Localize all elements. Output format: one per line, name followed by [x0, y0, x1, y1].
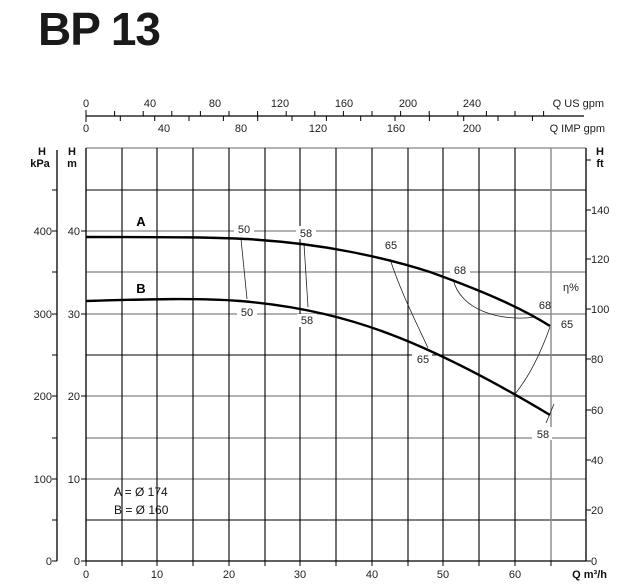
ft-axis-h: H: [596, 146, 604, 158]
eff-label: 68: [539, 300, 551, 312]
eff-58-line: [303, 243, 309, 308]
efficiency-label: η%: [563, 282, 579, 294]
ft-axis: 0 20 40 60 80 100 120 140 H ft: [586, 146, 609, 568]
us-gpm-tick: 40: [144, 98, 156, 110]
eff-65-end-line: [514, 326, 551, 395]
eff-label: 50: [241, 307, 253, 319]
us-gpm-label: Q US gpm: [553, 98, 604, 110]
grid: [85, 147, 587, 562]
eff-label-backgrounds: [234, 222, 552, 440]
ft-tick: 80: [591, 354, 603, 366]
us-gpm-tick: 240: [463, 98, 481, 110]
eff-68-line: [452, 278, 536, 319]
imp-gpm-tick: 120: [309, 123, 327, 135]
imp-gpm-tick: 0: [83, 123, 89, 135]
kpa-tick: 200: [34, 391, 52, 403]
m-tick: 20: [68, 391, 80, 403]
efficiency-contours: [240, 238, 555, 424]
imp-gpm-tick: 200: [463, 123, 481, 135]
m-axis-h: H: [68, 146, 76, 158]
eff-label: 65: [417, 354, 429, 366]
us-gpm-tick: 0: [83, 98, 89, 110]
m-tick: 40: [68, 226, 80, 238]
x-axis-label: Q m³/h: [572, 569, 607, 581]
us-gpm-tick: 160: [335, 98, 353, 110]
ft-tick: 40: [591, 455, 603, 467]
eff-label: 58: [537, 429, 549, 441]
x-axis: 0 10 20 30 40 50 60 Q m³/h: [83, 561, 607, 581]
x-tick: 10: [151, 569, 163, 581]
us-gpm-tick: 80: [209, 98, 221, 110]
pump-curves: [85, 235, 551, 417]
top-flow-axis: 0 40 80 120 160 200 240 0 40 80 120 160 …: [83, 98, 605, 135]
eff-label: 50: [238, 224, 250, 236]
x-tick: 30: [294, 569, 306, 581]
x-tick: 20: [223, 569, 235, 581]
ft-tick: 100: [591, 304, 609, 316]
kpa-tick: 300: [34, 309, 52, 321]
imp-gpm-tick: 80: [235, 123, 247, 135]
ft-tick: 120: [591, 254, 609, 266]
ft-tick: 20: [591, 505, 603, 517]
x-tick: 60: [509, 569, 521, 581]
kpa-axis: 0 100 200 300 400 H kPa: [30, 146, 58, 568]
imp-gpm-tick: 160: [387, 123, 405, 135]
curve-b-label: B: [136, 281, 145, 296]
eff-label: 65: [561, 319, 573, 331]
kpa-axis-unit: kPa: [30, 158, 50, 170]
eff-label: 58: [300, 228, 312, 240]
x-tick: 40: [366, 569, 378, 581]
curve-a: [85, 235, 551, 328]
eff-label: 68: [454, 265, 466, 277]
kpa-tick: 100: [34, 474, 52, 486]
us-gpm-tick: 120: [271, 98, 289, 110]
ft-tick: 60: [591, 405, 603, 417]
kpa-tick: 400: [34, 226, 52, 238]
m-tick: 30: [68, 309, 80, 321]
legend-a: A = Ø 174: [114, 485, 168, 499]
eff-label: 65: [385, 240, 397, 252]
curve-b: [85, 297, 551, 417]
us-gpm-tick: 200: [399, 98, 417, 110]
m-tick: 10: [68, 474, 80, 486]
eff-65-line: [389, 258, 429, 349]
eff-label: 58: [301, 315, 313, 327]
m-axis: 0 10 20 30 40 H m: [67, 146, 86, 568]
eff-58-end-line: [545, 403, 555, 424]
ft-tick: 140: [591, 205, 609, 217]
x-tick: 0: [83, 569, 89, 581]
x-tick: 50: [437, 569, 449, 581]
imp-gpm-tick: 40: [158, 123, 170, 135]
curve-a-label: A: [136, 214, 146, 229]
legend-b: B = Ø 160: [114, 503, 169, 517]
eff-50-line: [240, 238, 248, 300]
kpa-axis-h: H: [38, 146, 46, 158]
m-tick: 0: [74, 556, 80, 568]
imp-gpm-label: Q IMP gpm: [550, 123, 605, 135]
legend: A = Ø 174 B = Ø 160: [114, 485, 169, 517]
m-axis-unit: m: [67, 158, 77, 170]
kpa-tick: 0: [46, 556, 52, 568]
ft-axis-unit: ft: [596, 158, 604, 170]
ft-tick: 0: [591, 556, 597, 568]
chart-title: BP 13: [38, 3, 161, 55]
